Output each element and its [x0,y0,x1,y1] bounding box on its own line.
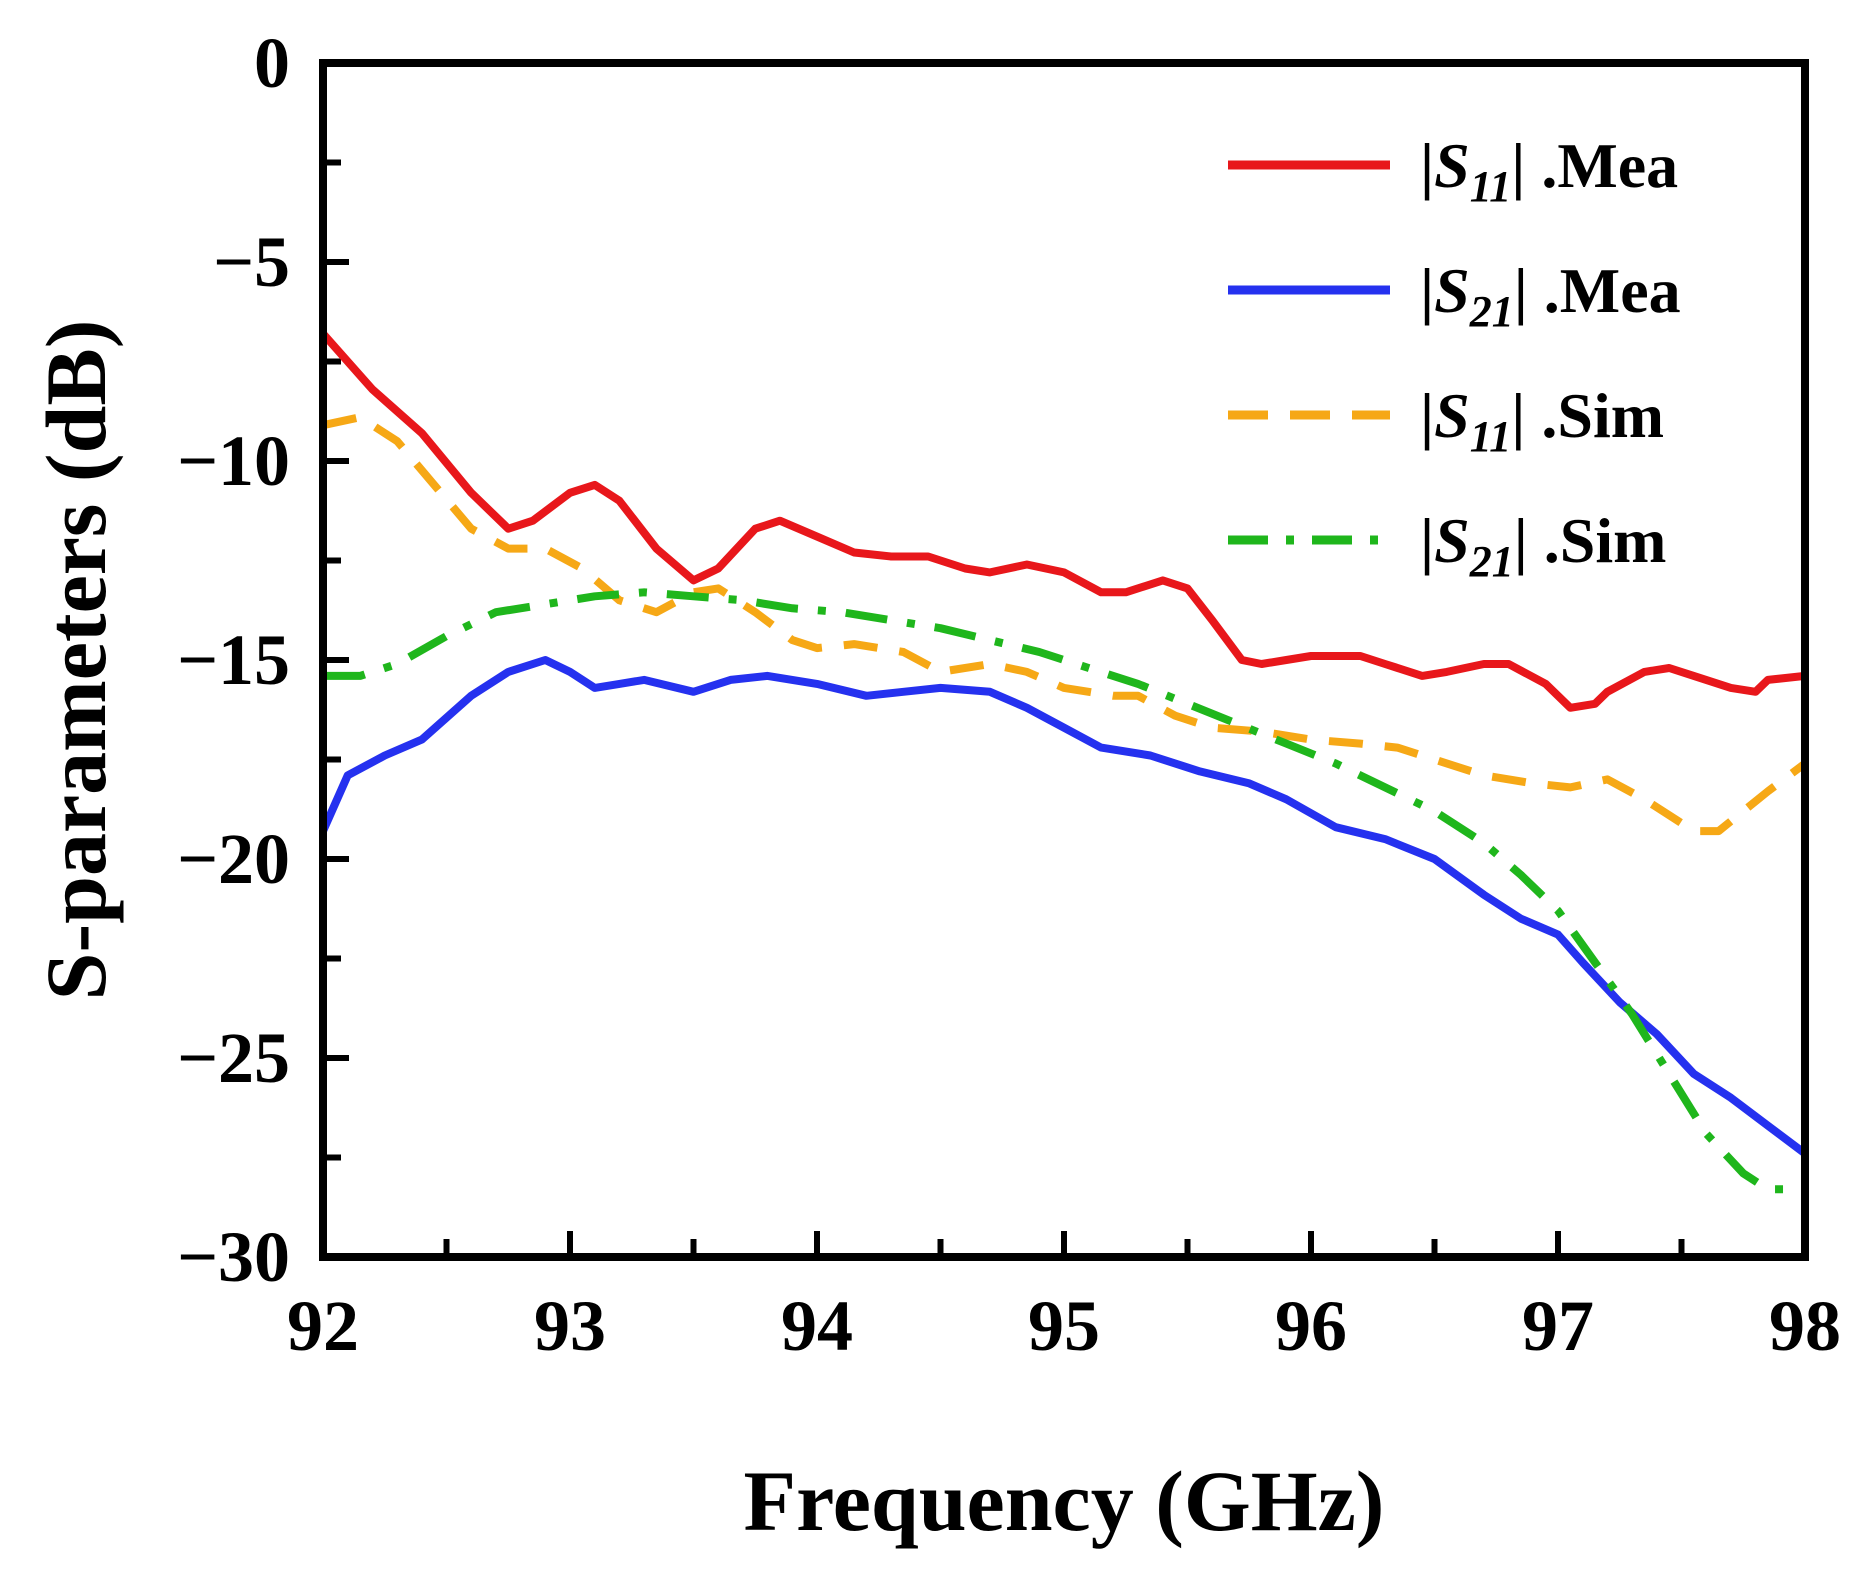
legend-label-2: |S21| .Mea [1420,255,1681,336]
y-tick-label: −10 [177,421,290,501]
x-axis-title: Frequency (GHz) [744,1453,1385,1549]
x-tick-label: 98 [1769,1286,1841,1366]
y-axis-title: S-parameters (dB) [28,320,124,1001]
y-tick-label: −5 [213,222,290,302]
y-tick-label: −20 [177,819,290,899]
x-tick-label: 95 [1028,1286,1100,1366]
y-tick-label: −15 [177,620,290,700]
x-tick-labels: 92 93 94 95 96 97 98 [287,1286,1841,1366]
x-tick-label: 92 [287,1286,359,1366]
series-line-2 [319,656,1808,1157]
legend-label-3: |S11| .Sim [1420,380,1664,461]
y-tick-label: −25 [177,1018,290,1098]
legend-label-4: |S21| .Sim [1420,505,1666,586]
series-line-1 [320,330,1806,712]
x-tick-label: 93 [534,1286,606,1366]
series-layer [319,330,1808,1194]
y-tick-labels: 0 −5 −10 −15 −20 −25 −30 [177,23,290,1297]
x-tick-label: 97 [1522,1286,1594,1366]
y-tick-label: 0 [254,23,290,103]
legend-label-1: |S11| .Mea [1420,130,1678,211]
x-tick-label: 94 [781,1286,853,1366]
series-line-4 [323,588,1805,1194]
x-tick-label: 96 [1275,1286,1347,1366]
y-tick-label: −30 [177,1217,290,1297]
legend: |S11| .Mea |S21| .Mea |S11| .Sim |S21| .Sim [1228,130,1681,586]
plot-frame [319,59,1809,1261]
series-line-3 [322,413,1808,836]
